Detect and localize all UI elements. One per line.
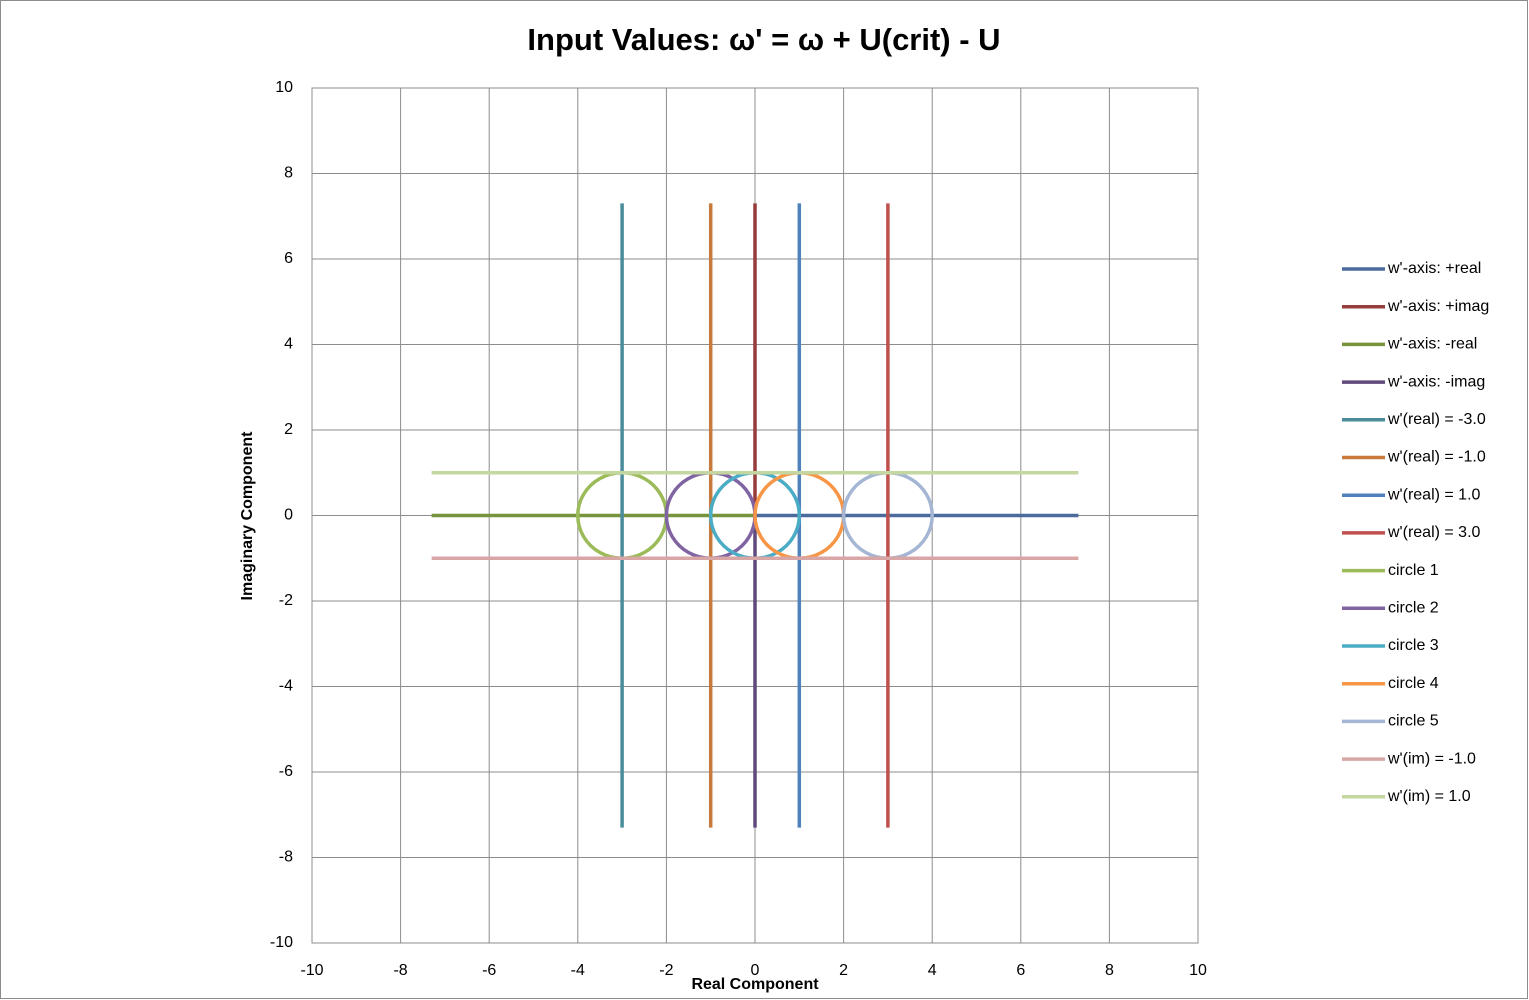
legend-label: w'-axis: -imag <box>1387 373 1485 390</box>
series-line <box>753 471 846 560</box>
x-tick-label: -10 <box>300 962 323 979</box>
x-tick-label: 2 <box>839 962 848 979</box>
legend-label: circle 5 <box>1388 713 1439 730</box>
legend-label: w'(im) = -1.0 <box>1387 750 1476 767</box>
y-tick-label: -6 <box>279 763 293 780</box>
x-tick-label: 8 <box>1105 962 1114 979</box>
y-tick-label: 6 <box>284 250 293 267</box>
legend-label: w'(real) = 3.0 <box>1387 524 1481 541</box>
x-tick-label: 0 <box>751 962 760 979</box>
y-tick-label: 10 <box>275 79 293 96</box>
y-tick-label: 4 <box>284 336 293 353</box>
plot-border <box>311 87 1199 944</box>
legend-label: circle 1 <box>1388 562 1439 579</box>
x-tick-label: 6 <box>1016 962 1025 979</box>
legend-label: w'(real) = -3.0 <box>1387 411 1486 428</box>
x-axis-label: Real Component <box>691 976 819 993</box>
legend-label: circle 3 <box>1388 637 1439 654</box>
y-axis-label: Imaginary Component <box>239 431 256 601</box>
x-tick-label: 4 <box>928 962 937 979</box>
x-tick-label: -4 <box>571 962 585 979</box>
x-tick-label: -2 <box>659 962 673 979</box>
series-line <box>841 471 934 560</box>
x-tick-label: -8 <box>393 962 407 979</box>
series-line <box>576 471 669 560</box>
y-tick-label: 0 <box>284 507 293 524</box>
y-tick-label: 2 <box>284 421 293 438</box>
legend-label: w'-axis: +real <box>1387 260 1481 277</box>
y-tick-label: 8 <box>284 165 293 182</box>
legend-label: w'(real) = 1.0 <box>1387 486 1481 503</box>
legend-label: w'-axis: -real <box>1387 336 1477 353</box>
y-tick-label: -2 <box>279 592 293 609</box>
legend-label: w'-axis: +imag <box>1387 298 1489 315</box>
y-tick-label: -8 <box>279 849 293 866</box>
chart-title: Input Values: ω' = ω + U(crit) - U <box>527 22 1000 57</box>
legend-label: w'(im) = 1.0 <box>1387 788 1471 805</box>
y-tick-label: -10 <box>270 934 293 951</box>
x-tick-label: 10 <box>1189 962 1207 979</box>
legend-label: w'(real) = -1.0 <box>1387 449 1486 466</box>
x-tick-label: -6 <box>482 962 496 979</box>
y-tick-label: -4 <box>279 678 293 695</box>
legend-label: circle 4 <box>1388 675 1439 692</box>
legend-label: circle 2 <box>1388 600 1439 617</box>
